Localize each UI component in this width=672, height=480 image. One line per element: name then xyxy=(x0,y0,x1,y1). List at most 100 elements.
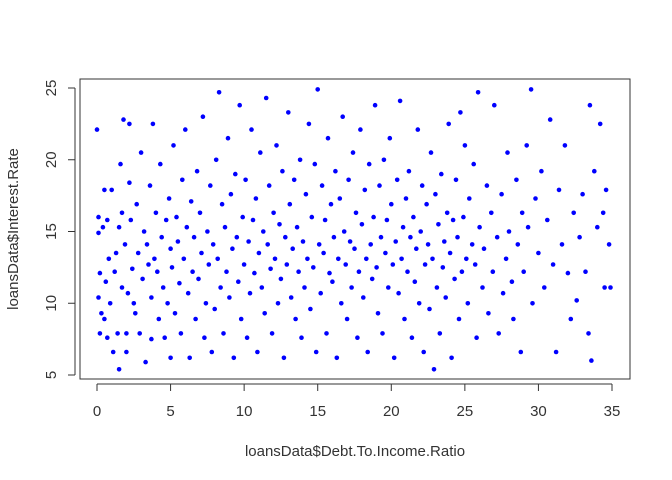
data-point xyxy=(199,250,204,256)
data-point xyxy=(146,262,151,267)
data-point xyxy=(94,127,100,132)
data-point xyxy=(119,285,125,290)
data-point xyxy=(344,316,350,322)
x-tick-label: 30 xyxy=(530,403,547,420)
data-point xyxy=(191,234,197,240)
data-point xyxy=(107,301,113,306)
data-point xyxy=(168,355,173,361)
data-point xyxy=(155,269,160,275)
data-point xyxy=(456,316,462,322)
data-point xyxy=(422,262,428,267)
data-point xyxy=(565,270,571,276)
y-tick-label: 20 xyxy=(43,151,60,168)
data-point xyxy=(96,214,101,220)
data-point xyxy=(213,157,219,163)
data-point xyxy=(183,127,188,132)
data-point xyxy=(442,239,447,244)
data-point xyxy=(297,157,303,163)
data-point xyxy=(486,311,491,316)
data-point xyxy=(144,242,150,247)
data-point xyxy=(536,250,541,256)
data-point xyxy=(443,295,449,300)
data-point xyxy=(336,256,341,262)
data-point xyxy=(168,246,173,251)
data-point xyxy=(105,217,110,223)
data-point xyxy=(353,210,359,216)
data-point xyxy=(346,177,351,183)
data-point xyxy=(184,224,190,230)
plot-frame xyxy=(79,78,631,380)
data-point xyxy=(499,191,504,197)
data-point xyxy=(274,143,279,148)
x-tick-label: 10 xyxy=(236,403,253,420)
data-point xyxy=(300,239,306,244)
data-point xyxy=(436,222,441,227)
data-point xyxy=(121,117,126,122)
y-tick-label: 10 xyxy=(43,295,60,312)
data-point xyxy=(511,316,516,322)
x-tick-label: 15 xyxy=(309,403,326,420)
data-point xyxy=(180,177,185,183)
data-point xyxy=(255,349,260,355)
data-point xyxy=(127,121,132,127)
data-point xyxy=(490,269,496,275)
data-point xyxy=(343,262,349,267)
data-point xyxy=(228,191,234,197)
data-point xyxy=(319,183,325,188)
data-point xyxy=(303,191,309,197)
data-point xyxy=(592,168,597,174)
data-point xyxy=(110,349,116,355)
data-point xyxy=(433,191,438,197)
data-point xyxy=(119,210,125,216)
data-point xyxy=(369,276,375,282)
data-point xyxy=(403,196,409,201)
data-point xyxy=(291,177,297,183)
data-point xyxy=(169,265,175,270)
data-point xyxy=(308,306,313,312)
data-point xyxy=(437,331,443,336)
data-point xyxy=(103,279,109,285)
data-point xyxy=(377,183,382,188)
data-point xyxy=(393,239,399,244)
data-point xyxy=(356,269,362,275)
data-point xyxy=(519,210,525,216)
data-point xyxy=(574,298,579,303)
data-point xyxy=(288,295,294,300)
data-point xyxy=(222,224,228,230)
data-point xyxy=(115,331,120,336)
x-axis: 0 5 10 15 20 25 30 35 xyxy=(93,383,620,420)
data-point xyxy=(559,242,565,247)
data-point xyxy=(135,250,141,256)
data-point xyxy=(339,301,344,306)
data-point xyxy=(381,157,387,163)
data-point xyxy=(428,150,434,155)
data-point xyxy=(99,311,104,316)
data-point xyxy=(334,355,340,361)
data-point xyxy=(188,199,194,204)
data-point xyxy=(263,95,269,101)
data-point xyxy=(165,301,170,306)
data-point xyxy=(415,127,421,132)
data-point xyxy=(185,290,191,296)
data-point xyxy=(583,269,588,275)
data-point xyxy=(193,316,198,322)
data-point xyxy=(290,246,296,251)
data-point xyxy=(427,306,432,312)
data-point xyxy=(208,183,213,188)
data-point xyxy=(408,234,413,240)
data-point xyxy=(365,349,371,355)
data-point xyxy=(152,256,157,262)
data-point xyxy=(187,355,192,361)
data-point xyxy=(322,217,328,223)
data-point xyxy=(160,285,166,290)
data-point xyxy=(206,262,212,267)
data-point xyxy=(589,358,594,363)
data-point xyxy=(196,276,201,282)
data-point xyxy=(547,117,553,122)
data-point xyxy=(140,276,145,282)
data-point xyxy=(109,187,114,193)
data-point xyxy=(434,285,440,290)
data-point xyxy=(318,290,324,296)
data-point xyxy=(355,335,360,341)
data-point xyxy=(383,250,388,256)
